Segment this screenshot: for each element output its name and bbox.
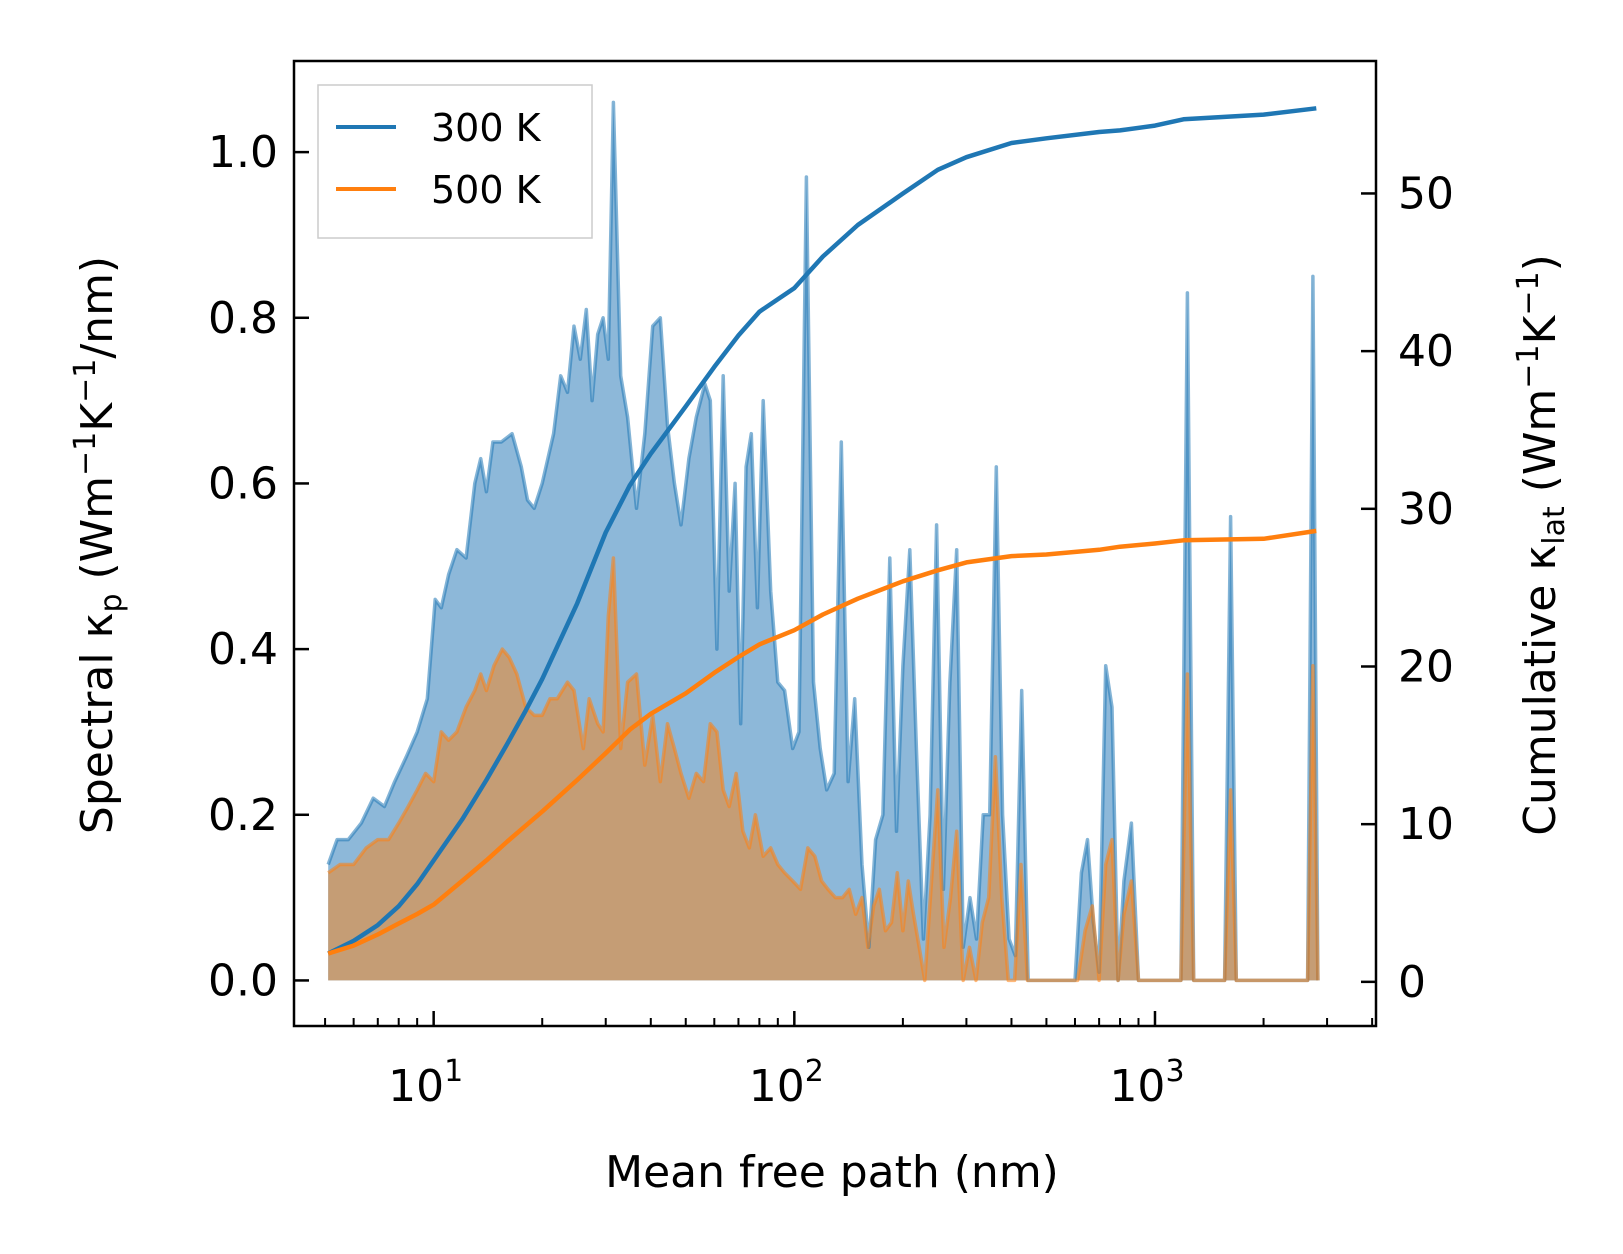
left-y-tick-label: 0.2 [208,790,278,841]
right-ylabel-sup1: −1 [1511,344,1546,388]
legend-label-300k: 300 K [431,106,542,150]
right-y-tick-label: 10 [1398,799,1454,850]
left-ylabel-sup1: −1 [68,432,103,476]
right-y-tick-label: 0 [1398,957,1426,1008]
left-y-tick-label: 1.0 [208,127,278,178]
right-ylabel-units-close: ) [1515,254,1566,271]
right-ylabel-mid: K [1515,314,1566,344]
x-tick-label-base: 10 [1109,1061,1165,1112]
left-ylabel-sup2: −1 [68,359,103,403]
x-axis-title: Mean free path (nm) [605,1147,1059,1198]
x-tick-label-exponent: 3 [1165,1054,1184,1089]
left-ylabel-sub: p [94,593,129,612]
x-tick-label-base: 10 [749,1061,805,1112]
left-ylabel-main: Spectral κ [72,613,123,835]
right-y-axis-title: Cumulative κlat (Wm−1K−1) [1511,254,1572,836]
right-y-tick-label: 40 [1398,326,1454,377]
left-y-tick-label: 0.0 [208,955,278,1006]
legend-label-500k: 500 K [431,168,542,212]
spectral-lines [326,100,1320,983]
x-tick-label: 103 [1109,1054,1184,1112]
left-y-tick-label: 0.4 [208,624,278,675]
left-ylabel-units-close: /nm) [72,256,123,359]
right-ylabel-units-open: (Wm [1515,389,1566,507]
plot-frame [292,59,1378,1028]
cumulative-line-500k [327,528,1317,956]
right-y-tick-label: 50 [1398,168,1454,219]
left-y-axis-title: Spectral κp (Wm−1K−1/nm) [68,256,129,834]
x-tick-label-exponent: 1 [444,1054,463,1089]
right-y-tick-label: 30 [1398,484,1454,535]
right-ylabel-sub: lat [1537,506,1572,545]
left-ylabel-units-open: (Wm [72,476,123,594]
legend-box [317,84,593,239]
legend: 300 K 500 K [317,84,593,239]
x-tick-label-base: 10 [388,1061,444,1112]
right-y-tick-label: 20 [1398,641,1454,692]
left-y-tick-label: 0.8 [208,293,278,344]
left-ylabel-mid: K [72,402,123,432]
right-ylabel-main: Cumulative κ [1515,545,1566,836]
spectral-line-500k [327,556,1320,983]
right-ylabel-sup2: −1 [1511,271,1546,315]
spectral-fill-500k [328,558,1318,981]
x-tick-label: 102 [749,1054,824,1112]
x-tick-label: 101 [388,1054,463,1112]
x-tick-label-exponent: 2 [805,1054,824,1089]
cumulative-lines [327,106,1317,956]
left-y-tick-label: 0.6 [208,458,278,509]
cumulative-line-300k [327,106,1317,956]
spectral-fills [328,102,1318,981]
